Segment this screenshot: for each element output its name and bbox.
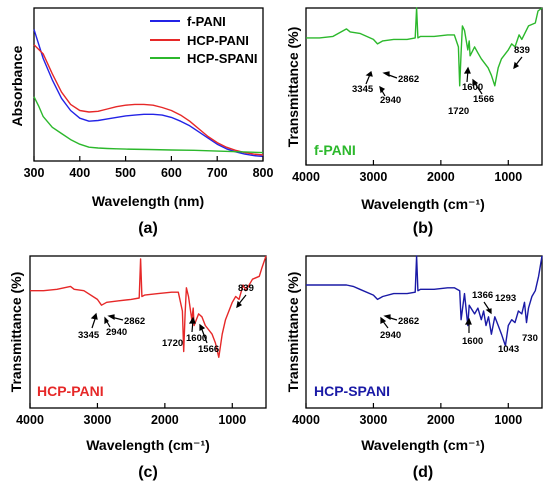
peak-label: 1600 <box>462 82 483 93</box>
x-tick-label: 2000 <box>151 413 179 427</box>
peak-label: 1600 <box>462 336 483 347</box>
peak-label: 2940 <box>380 95 401 106</box>
sample-label: f-PANI <box>314 142 356 158</box>
x-tick-label: 700 <box>207 166 228 180</box>
x-tick-label: 3000 <box>360 170 388 184</box>
peak-label: 1720 <box>162 338 183 349</box>
panel-a: 300 400 500 600 700 800 Absorbance Wavelength… <box>9 7 274 237</box>
x-axis-label: Wavelength (cm⁻¹) <box>361 437 485 453</box>
x-tick-label: 600 <box>161 166 182 180</box>
peak-label: 839 <box>238 283 254 294</box>
x-tick-label: 800 <box>253 166 274 180</box>
y-axis-label: Transmittance (%) <box>285 27 301 148</box>
peak-label: 1720 <box>448 106 469 117</box>
plot-frame <box>29 255 267 409</box>
peak-label: 3345 <box>78 330 100 341</box>
panel-b: 4000 3000 2000 1000 3345 2940 2862 1720 160… <box>285 7 543 237</box>
legend-label: HCP-SPANI <box>187 51 258 66</box>
x-axis-label: Wavelength (cm⁻¹) <box>86 437 210 453</box>
peak-annotations: 2940 2862 1600 1366 1293 1043 730 <box>380 290 538 355</box>
x-tick-label: 3000 <box>84 413 112 427</box>
series-line <box>306 255 543 347</box>
peak-label: 1566 <box>198 344 219 355</box>
x-tick-label: 300 <box>24 166 45 180</box>
peak-label: 2940 <box>106 327 127 338</box>
series-line <box>33 29 264 158</box>
x-axis-label: Wavelength (cm⁻¹) <box>361 196 485 212</box>
annotation-arrows <box>365 56 523 97</box>
panel-d: 4000 3000 2000 1000 2940 2862 1600 1366 129… <box>285 255 543 481</box>
plot-frame <box>33 7 264 162</box>
x-tick-label: 1000 <box>218 413 246 427</box>
x-tick-label: 3000 <box>360 413 388 427</box>
x-tick-label: 1000 <box>494 170 522 184</box>
peak-label: 1600 <box>186 333 207 344</box>
plot-frame <box>305 7 543 166</box>
x-tick-label: 4000 <box>292 413 320 427</box>
peak-label: 1043 <box>498 344 519 355</box>
peak-annotations: 3345 2940 2862 1720 1600 1566 839 <box>78 283 254 355</box>
x-tick-label: 2000 <box>427 413 455 427</box>
panel-c: 4000 3000 2000 1000 3345 2940 2862 1720 160… <box>8 255 267 481</box>
annotation-arrows <box>380 301 492 333</box>
peak-label: 3345 <box>352 84 374 95</box>
panel-label: (c) <box>138 464 158 481</box>
y-axis-label: Transmittance (%) <box>8 272 24 393</box>
x-tick-label: 400 <box>69 166 90 180</box>
panel-label: (b) <box>413 220 433 237</box>
x-tick-label: 1000 <box>494 413 522 427</box>
peak-label: 730 <box>522 333 538 344</box>
peak-label: 839 <box>514 45 530 56</box>
x-tick-label: 4000 <box>292 170 320 184</box>
x-tick-label: 500 <box>115 166 136 180</box>
legend-label: f-PANI <box>187 14 226 29</box>
series-line <box>33 44 264 156</box>
peak-label: 2862 <box>398 74 419 85</box>
peak-label: 2862 <box>124 316 145 327</box>
series-line <box>33 96 264 154</box>
series-line <box>306 7 543 87</box>
panel-label: (d) <box>413 464 433 481</box>
x-tick-label: 4000 <box>16 413 44 427</box>
peak-label: 2940 <box>380 330 401 341</box>
legend-label: HCP-PANI <box>187 33 249 48</box>
peak-label: 2862 <box>398 316 419 327</box>
sample-label: HCP-PANI <box>37 383 104 399</box>
peak-label: 1566 <box>473 94 494 105</box>
x-tick-label: 2000 <box>427 170 455 184</box>
peak-label: 1366 <box>472 290 493 301</box>
sample-label: HCP-SPANI <box>314 383 390 399</box>
annotation-arrows <box>90 294 247 344</box>
peak-label: 1293 <box>495 293 516 304</box>
x-axis-label: Wavelength (nm) <box>92 193 204 209</box>
series-line <box>30 255 267 358</box>
plot-frame <box>305 255 543 409</box>
panel-label: (a) <box>138 220 158 237</box>
y-axis-label: Transmittance (%) <box>285 272 301 393</box>
y-axis-label: Absorbance <box>9 45 25 126</box>
peak-annotations: 3345 2940 2862 1720 1600 1566 839 <box>352 45 530 117</box>
legend: f-PANI HCP-PANI HCP-SPANI <box>150 14 258 66</box>
